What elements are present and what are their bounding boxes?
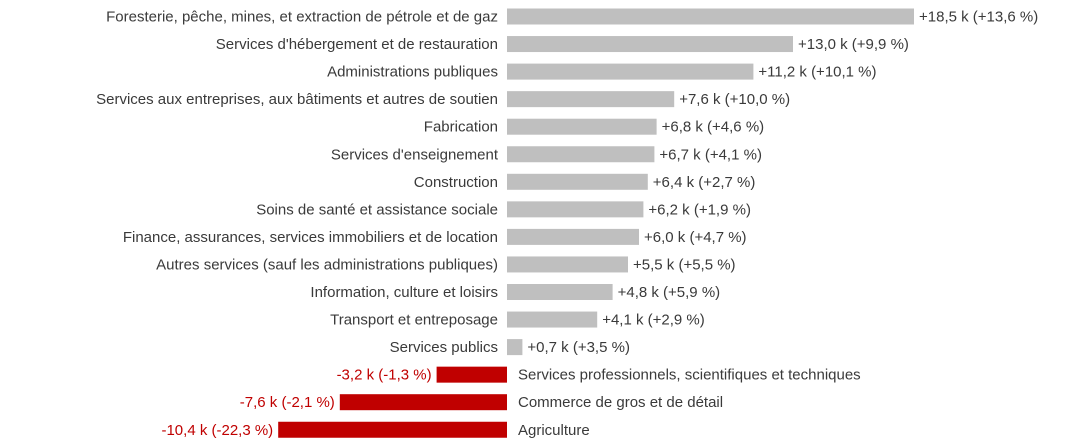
bar-positive: [507, 228, 639, 245]
value-label: +0,7 k (+3,5 %): [527, 339, 630, 356]
bar-positive: [507, 63, 754, 80]
value-label: +6,0 k (+4,7 %): [644, 229, 747, 246]
value-label: -10,4 k (-22,3 %): [161, 422, 273, 439]
bar-positive: [507, 8, 914, 25]
value-label: +13,0 k (+9,9 %): [798, 36, 909, 53]
bar-positive: [507, 118, 657, 135]
value-label: +4,8 k (+5,9 %): [618, 284, 721, 301]
value-label: -3,2 k (-1,3 %): [337, 367, 432, 384]
bar-positive: [507, 311, 598, 328]
bar-positive: [507, 256, 628, 273]
value-label: +6,8 k (+4,6 %): [662, 119, 765, 136]
bar-positive: [507, 284, 613, 300]
bar-positive: [507, 173, 648, 190]
bar-negative: [436, 366, 507, 383]
bar-negative: [278, 421, 507, 438]
category-label: Services professionnels, scientifiques e…: [518, 367, 861, 384]
value-label: +5,5 k (+5,5 %): [633, 256, 736, 273]
value-label: +7,6 k (+10,0 %): [679, 91, 790, 108]
category-label: Transport et entreposage: [330, 312, 498, 329]
value-label: +4,1 k (+2,9 %): [602, 312, 705, 329]
value-label: +18,5 k (+13,6 %): [919, 9, 1038, 26]
category-label: Agriculture: [518, 422, 590, 439]
category-label: Services publics: [390, 339, 498, 356]
value-label: -7,6 k (-2,1 %): [240, 394, 335, 411]
category-label: Services aux entreprises, aux bâtiments …: [96, 91, 498, 108]
category-label: Commerce de gros et de détail: [518, 394, 723, 411]
category-label: Soins de santé et assistance sociale: [256, 201, 498, 218]
bar-positive: [507, 339, 523, 356]
value-label: +11,2 k (+10,1 %): [758, 64, 876, 81]
bar-positive: [507, 201, 644, 218]
category-label: Information, culture et loisirs: [310, 284, 498, 301]
category-label: Services d'hébergement et de restauratio…: [216, 36, 498, 53]
category-label: Autres services (sauf les administration…: [156, 256, 498, 273]
category-label: Fabrication: [424, 119, 498, 136]
category-label: Construction: [414, 174, 498, 191]
bar-positive: [507, 91, 675, 108]
category-label: Foresterie, pêche, mines, et extraction …: [106, 9, 498, 26]
bar-negative: [339, 394, 507, 411]
category-label: Services d'enseignement: [331, 146, 499, 163]
value-label: +6,2 k (+1,9 %): [648, 201, 751, 218]
bar-positive: [507, 36, 793, 53]
category-label: Finance, assurances, services immobilier…: [123, 229, 498, 246]
category-label: Administrations publiques: [327, 64, 498, 81]
value-label: +6,7 k (+4,1 %): [659, 146, 762, 163]
bar-positive: [507, 146, 655, 163]
value-label: +6,4 k (+2,7 %): [653, 174, 756, 191]
